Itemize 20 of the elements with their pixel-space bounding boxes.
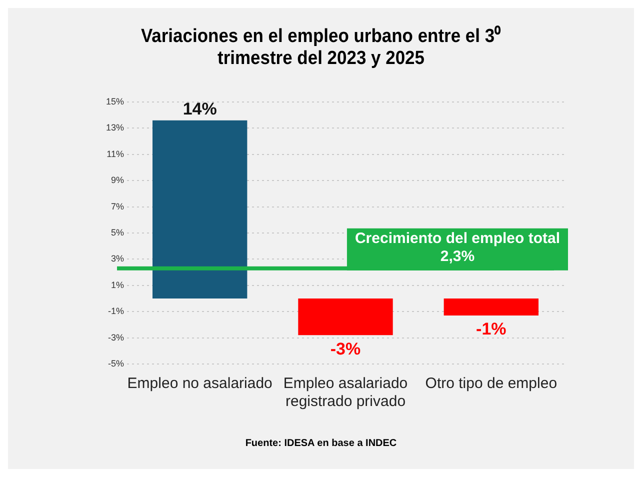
data-label: 14% bbox=[182, 100, 217, 119]
y-tick-label: 15% bbox=[106, 96, 124, 106]
x-tick-label: Empleo no asalariado bbox=[127, 375, 272, 392]
data-label: -3% bbox=[330, 339, 361, 358]
source-note: Fuente: IDESA en base a INDEC bbox=[244, 438, 398, 449]
y-tick-label: 1% bbox=[111, 280, 124, 290]
y-tick-label: 7% bbox=[111, 201, 124, 212]
ref-line-label: Crecimiento del empleo total 2,3% bbox=[354, 230, 560, 266]
y-tick-label: 9% bbox=[111, 175, 124, 186]
y-tick-label: -5% bbox=[108, 358, 124, 368]
y-tick-label: 5% bbox=[111, 227, 124, 238]
x-tick-label: Empleo asalariado registrado privado bbox=[283, 375, 408, 410]
y-tick-label: 3% bbox=[111, 254, 124, 264]
chart-title: Variaciones en el empleo urbano entre el 3⁰ trimestre del 2023 y 2025 bbox=[140, 24, 502, 71]
data-label: -1% bbox=[476, 320, 506, 339]
y-tick-label: -1% bbox=[108, 306, 124, 316]
x-tick-label: Otro tipo de empleo bbox=[425, 375, 558, 392]
y-tick-label: -3% bbox=[108, 332, 124, 342]
y-tick-label: 13% bbox=[106, 122, 124, 133]
y-tick-label: 11% bbox=[106, 148, 124, 159]
